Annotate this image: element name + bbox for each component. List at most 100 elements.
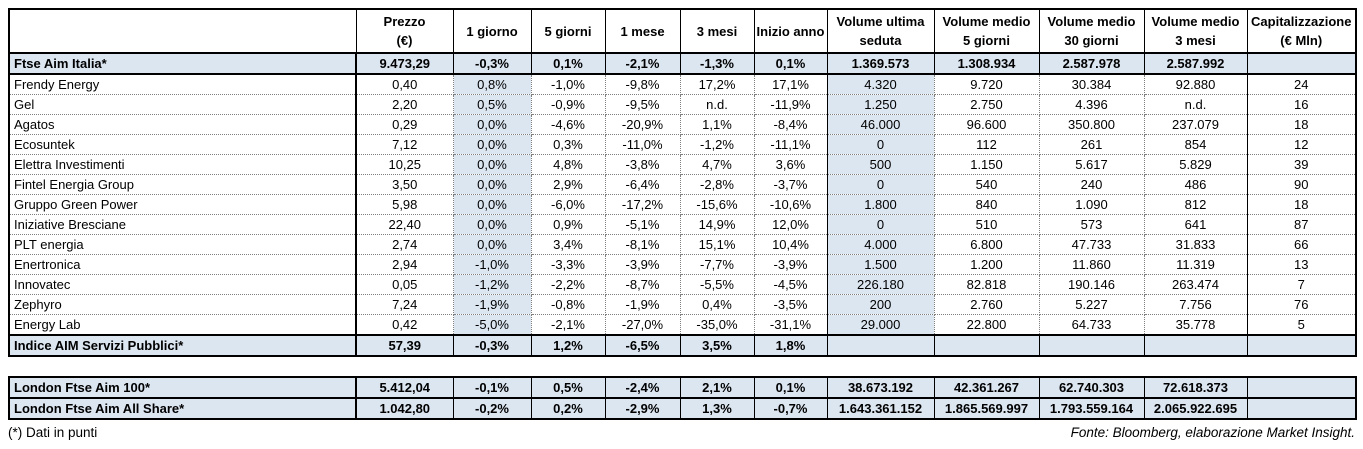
cell-volume-medio-3-mesi: 11.319 xyxy=(1144,254,1248,275)
cell-capitalizzazione: 16 xyxy=(1247,94,1356,115)
cell-1-mese: -20,9% xyxy=(605,114,681,135)
cell-1-giorno: 0,0% xyxy=(453,174,532,195)
stock-row: Elettra Investimenti 10,25 0,0% 4,8% -3,8% 4,… xyxy=(9,154,1356,175)
cell-volume-medio-5-giorni: 42.361.267 xyxy=(934,376,1040,399)
row-name: Ftse Aim Italia* xyxy=(9,52,357,75)
cell-1-mese: -8,7% xyxy=(605,274,681,295)
cell-1-giorno: 0,8% xyxy=(453,74,532,95)
cell-prezzo: 5.412,04 xyxy=(356,376,454,399)
cell-inizio-anno: -3,5% xyxy=(754,294,828,315)
cell-capitalizzazione: 90 xyxy=(1247,174,1356,195)
cell-volume-ultima-seduta: 1.500 xyxy=(827,254,935,275)
cell-inizio-anno: 17,1% xyxy=(754,74,828,95)
cell-volume-medio-5-giorni: 6.800 xyxy=(934,234,1040,255)
cell-5-giorni: 3,4% xyxy=(531,234,606,255)
cell-5-giorni: -0,9% xyxy=(531,94,606,115)
cell-volume-medio-3-mesi: 812 xyxy=(1144,194,1248,215)
header-prezzo: Prezzo (€) xyxy=(355,8,454,54)
cell-inizio-anno: 12,0% xyxy=(754,214,828,235)
cell-volume-medio-30-giorni: 190.146 xyxy=(1039,274,1145,295)
cell-3-mesi: 2,1% xyxy=(680,376,755,399)
cell-volume-ultima-seduta: 200 xyxy=(827,294,935,315)
header-5-giorni: 5 giorni xyxy=(530,8,606,54)
cell-volume-ultima-seduta: 1.643.361.152 xyxy=(827,397,935,420)
cell-prezzo: 10,25 xyxy=(356,154,454,175)
cell-5-giorni: 0,5% xyxy=(531,376,606,399)
cell-5-giorni: -2,2% xyxy=(531,274,606,295)
cell-volume-medio-5-giorni: 2.750 xyxy=(934,94,1040,115)
cell-volume-medio-3-mesi: 854 xyxy=(1144,134,1248,155)
stock-row: Gruppo Green Power 5,98 0,0% -6,0% -17,2% -15… xyxy=(9,194,1356,215)
cell-volume-medio-5-giorni: 510 xyxy=(934,214,1040,235)
cell-inizio-anno: 0,1% xyxy=(754,52,828,75)
cell-1-giorno: 0,0% xyxy=(453,194,532,215)
cell-volume-ultima-seduta: 1.369.573 xyxy=(827,52,935,75)
cell-volume-medio-5-giorni: 840 xyxy=(934,194,1040,215)
cell-5-giorni: 1,2% xyxy=(531,334,606,357)
cell-5-giorni: 2,9% xyxy=(531,174,606,195)
cell-volume-medio-30-giorni: 573 xyxy=(1039,214,1145,235)
cell-3-mesi: -1,3% xyxy=(680,52,755,75)
aim-italia-table: Prezzo (€) 1 giorno 5 giorni 1 mese 3 me… xyxy=(8,8,1357,357)
row-name: PLT energia xyxy=(9,234,357,255)
cell-capitalizzazione xyxy=(1247,52,1357,75)
cell-volume-ultima-seduta: 4.320 xyxy=(827,74,935,95)
cell-volume-ultima-seduta: 29.000 xyxy=(827,314,935,336)
cell-volume-ultima-seduta: 0 xyxy=(827,174,935,195)
cell-volume-medio-30-giorni: 4.396 xyxy=(1039,94,1145,115)
cell-inizio-anno: -8,4% xyxy=(754,114,828,135)
cell-1-giorno: -0,1% xyxy=(453,376,532,399)
cell-prezzo: 7,24 xyxy=(356,294,454,315)
cell-prezzo: 0,29 xyxy=(356,114,454,135)
cell-1-mese: -2,4% xyxy=(605,376,681,399)
cell-inizio-anno: 3,6% xyxy=(754,154,828,175)
cell-volume-medio-3-mesi: 2.065.922.695 xyxy=(1144,397,1248,420)
cell-volume-ultima-seduta: 0 xyxy=(827,214,935,235)
row-name: Gel xyxy=(9,94,357,115)
index-row: Indice AIM Servizi Pubblici* 57,39 -0,3% 1,… xyxy=(9,334,1357,357)
index-row: Ftse Aim Italia* 9.473,29 -0,3% 0,1% -2,1% -1… xyxy=(9,52,1357,75)
cell-1-mese: -5,1% xyxy=(605,214,681,235)
cell-volume-medio-5-giorni: 1.200 xyxy=(934,254,1040,275)
cell-5-giorni: -0,8% xyxy=(531,294,606,315)
cell-1-giorno: 0,0% xyxy=(453,214,532,235)
cell-volume-medio-5-giorni: 22.800 xyxy=(934,314,1040,336)
cell-5-giorni: -3,3% xyxy=(531,254,606,275)
cell-1-mese: -27,0% xyxy=(605,314,681,336)
cell-volume-medio-30-giorni: 261 xyxy=(1039,134,1145,155)
cell-volume-medio-5-giorni: 9.720 xyxy=(934,74,1040,95)
cell-prezzo: 3,50 xyxy=(356,174,454,195)
stock-row: Iniziative Bresciane 22,40 0,0% 0,9% -5,1% 14… xyxy=(9,214,1356,235)
cell-5-giorni: -4,6% xyxy=(531,114,606,135)
cell-prezzo: 0,05 xyxy=(356,274,454,295)
cell-3-mesi: 15,1% xyxy=(680,234,755,255)
cell-prezzo: 22,40 xyxy=(356,214,454,235)
index-row: London Ftse Aim All Share* 1.042,80 -0,2% 0… xyxy=(9,397,1357,420)
cell-volume-ultima-seduta: 500 xyxy=(827,154,935,175)
london-table-body: London Ftse Aim 100* 5.412,04 -0,1% 0,5% -2,… xyxy=(9,376,1357,420)
row-name: Innovatec xyxy=(9,274,357,295)
cell-capitalizzazione: 5 xyxy=(1247,314,1356,336)
cell-capitalizzazione xyxy=(1247,376,1357,399)
cell-volume-medio-3-mesi: 35.778 xyxy=(1144,314,1248,336)
cell-prezzo: 7,12 xyxy=(356,134,454,155)
cell-volume-medio-30-giorni: 62.740.303 xyxy=(1039,376,1145,399)
cell-capitalizzazione: 13 xyxy=(1247,254,1356,275)
header-capitalizzazione: Capitalizzazione (€ Mln) xyxy=(1246,8,1357,54)
cell-volume-medio-30-giorni: 350.800 xyxy=(1039,114,1145,135)
cell-1-giorno: -1,9% xyxy=(453,294,532,315)
cell-1-giorno: 0,0% xyxy=(453,134,532,155)
stock-row: PLT energia 2,74 0,0% 3,4% -8,1% 15,1% 10,4% 4.… xyxy=(9,234,1356,255)
row-name: Ecosuntek xyxy=(9,134,357,155)
cell-3-mesi: -7,7% xyxy=(680,254,755,275)
cell-volume-medio-3-mesi: n.d. xyxy=(1144,94,1248,115)
cell-3-mesi: 3,5% xyxy=(680,334,755,357)
cell-volume-medio-30-giorni: 2.587.978 xyxy=(1039,52,1145,75)
cell-1-giorno: -0,2% xyxy=(453,397,532,420)
cell-prezzo: 5,98 xyxy=(356,194,454,215)
cell-3-mesi: -35,0% xyxy=(680,314,755,336)
cell-1-mese: -3,9% xyxy=(605,254,681,275)
cell-1-giorno: 0,0% xyxy=(453,154,532,175)
stock-row: Ecosuntek 7,12 0,0% 0,3% -11,0% -1,2% -11,1% 0 1… xyxy=(9,134,1356,155)
